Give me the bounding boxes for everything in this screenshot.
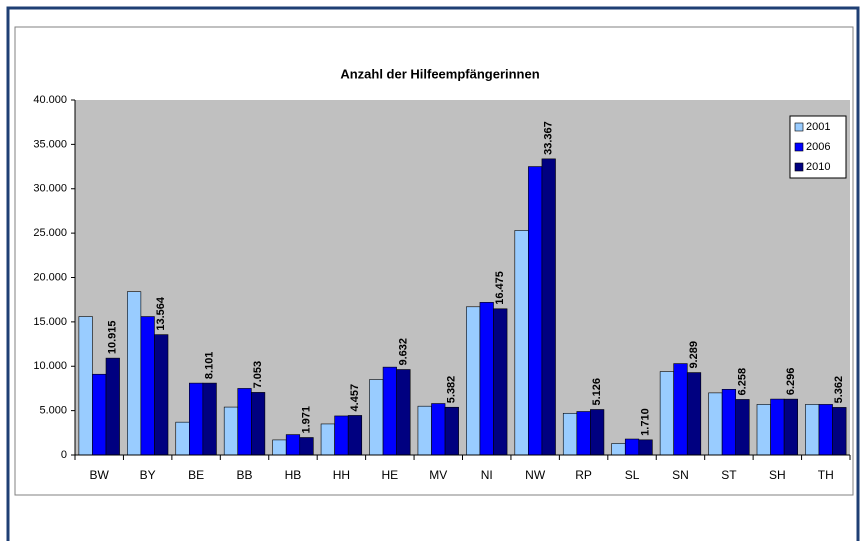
bar (223, 406, 239, 456)
bar (396, 369, 411, 456)
x-tick-label: RP (575, 468, 592, 482)
x-tick-label: BY (140, 468, 156, 482)
bar (444, 406, 459, 456)
value-label: 5.382 (446, 376, 458, 404)
y-tick-label: 25.000 (33, 227, 67, 239)
bar (334, 415, 349, 456)
bar (347, 415, 363, 456)
x-tick-label: HE (382, 468, 399, 482)
bar (673, 363, 688, 456)
value-label: 33.367 (543, 121, 555, 155)
x-tick-label: BW (90, 468, 110, 482)
bar (624, 438, 640, 456)
bar (466, 306, 481, 456)
y-tick-label: 40.000 (33, 94, 67, 106)
bar (78, 316, 93, 456)
bar (686, 372, 702, 456)
bar (320, 423, 335, 456)
bar (528, 166, 543, 456)
x-tick-label: BE (188, 468, 204, 482)
y-tick-label: 15.000 (33, 316, 67, 328)
bar (92, 373, 107, 456)
bar (818, 404, 833, 456)
bar (562, 412, 578, 456)
x-tick-label: MV (429, 468, 447, 482)
bar (417, 405, 432, 456)
bar (154, 334, 169, 456)
value-label: 5.126 (591, 378, 603, 406)
value-label: 4.457 (349, 384, 361, 412)
legend-label: 2010 (806, 161, 830, 173)
bar (783, 398, 798, 456)
bar (202, 382, 217, 456)
bar (299, 437, 314, 456)
value-label: 8.101 (204, 352, 216, 380)
bar (189, 382, 204, 456)
x-tick-label: BB (237, 468, 253, 482)
legend-swatch (794, 122, 804, 132)
legend-label: 2001 (806, 121, 830, 133)
value-label: 6.296 (785, 368, 797, 396)
bar (659, 371, 674, 456)
value-label: 6.258 (736, 368, 748, 396)
bar (514, 230, 529, 456)
legend-swatch (794, 142, 804, 152)
y-tick-label: 20.000 (33, 271, 67, 283)
bar (611, 443, 626, 456)
value-label: 1.710 (640, 408, 652, 436)
bar (251, 392, 266, 456)
bar (735, 399, 750, 456)
bar (431, 403, 446, 456)
bar (272, 439, 287, 456)
x-tick-label: HB (285, 468, 302, 482)
chart-title: Anzahl der Hilfeempfängerinnen (340, 66, 539, 81)
bar (479, 302, 494, 456)
bar (638, 439, 653, 456)
y-tick-label: 35.000 (33, 138, 67, 150)
bar (493, 308, 508, 456)
x-tick-label: NW (525, 468, 546, 482)
bar (369, 379, 384, 456)
y-tick-label: 30.000 (33, 183, 67, 195)
bar (237, 388, 252, 456)
x-tick-label: SL (625, 468, 640, 482)
bar (382, 366, 397, 456)
bar (105, 357, 120, 456)
value-label: 5.362 (833, 376, 845, 404)
x-tick-label: HH (333, 468, 350, 482)
y-tick-label: 0 (61, 449, 67, 461)
value-label: 7.053 (252, 361, 264, 389)
bar (127, 291, 142, 456)
bar (805, 404, 820, 456)
value-label: 13.564 (155, 296, 167, 331)
value-label: 9.632 (397, 338, 409, 366)
value-label: 9.289 (688, 341, 700, 369)
bar (832, 407, 847, 456)
x-tick-label: NI (481, 468, 493, 482)
bar (140, 316, 155, 456)
bar (590, 409, 605, 456)
bar (770, 398, 785, 456)
x-tick-label: SN (672, 468, 689, 482)
bar (756, 404, 771, 456)
bar (576, 411, 591, 456)
bar (175, 421, 190, 456)
x-tick-label: SH (769, 468, 786, 482)
value-label: 16.475 (494, 271, 506, 305)
legend-swatch (794, 162, 804, 172)
bar (541, 158, 556, 456)
bar (285, 434, 301, 456)
value-label: 1.971 (300, 406, 312, 434)
x-tick-label: TH (818, 468, 834, 482)
value-label: 10.915 (107, 320, 119, 354)
bar (708, 392, 723, 456)
bar (721, 389, 736, 456)
x-tick-label: ST (721, 468, 737, 482)
y-tick-label: 5.000 (39, 405, 67, 417)
legend-label: 2006 (806, 141, 830, 153)
y-tick-label: 10.000 (33, 360, 67, 372)
